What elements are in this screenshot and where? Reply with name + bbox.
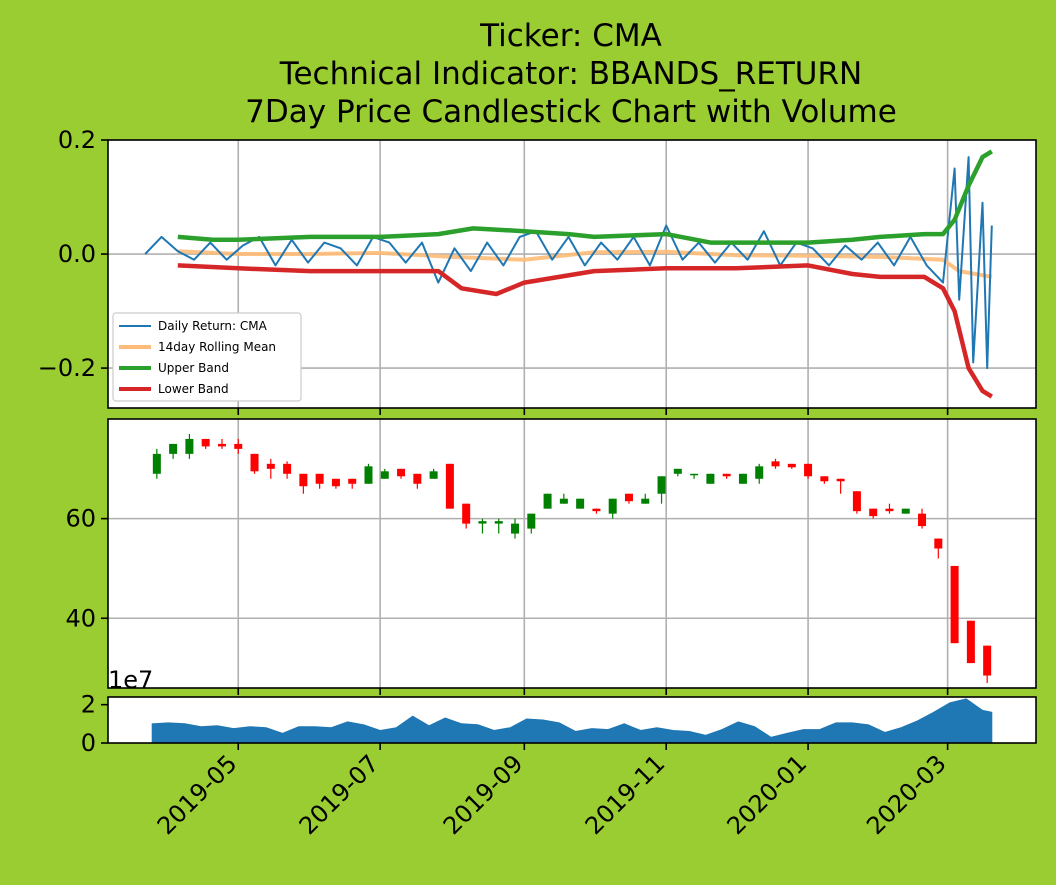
candle-body-up (380, 471, 389, 479)
candle-body-up (673, 468, 682, 474)
candle-body-down (283, 463, 292, 474)
chart-title-line-1: Ticker: CMA (479, 18, 662, 54)
candle-body-up (185, 438, 194, 454)
candle-body-up (576, 498, 585, 509)
candle-body-up (511, 523, 520, 534)
candle-body-down (885, 508, 894, 512)
x-tick-label: 2019-07 (294, 749, 385, 840)
series-line-rolling-mean (177, 249, 993, 279)
indicator-y-tick-label: −0.2 (38, 354, 96, 382)
candle-body-up (706, 473, 715, 484)
candle-body-down (592, 508, 601, 512)
candle-body-down (869, 508, 878, 517)
candle-body-down (966, 620, 975, 664)
candle-body-up (641, 498, 650, 504)
panel-1-frame (107, 418, 1037, 689)
candle-body-up (152, 453, 161, 474)
series-line-daily-return (144, 156, 993, 370)
candle-body-down (413, 473, 422, 484)
series-line-lower-band (177, 263, 993, 399)
price-y-tick-label: 40 (65, 604, 96, 632)
x-tick-label: 2019-05 (152, 749, 243, 840)
legend-box (112, 312, 302, 402)
candle-body-up (429, 471, 438, 479)
panel-2-frame (107, 696, 1037, 744)
candle-body-down (918, 513, 927, 527)
candle-body-down (201, 438, 210, 447)
x-tick-label: 2019-09 (438, 749, 529, 840)
volume-y-tick-label: 2 (81, 691, 96, 719)
legend-label-lower-band: Lower Band (158, 382, 229, 396)
candle-body-up (901, 508, 910, 514)
candle-body-up (527, 513, 536, 529)
candle-body-down (804, 463, 813, 477)
price-y-tick-label: 60 (65, 505, 96, 533)
candle-body-up (478, 521, 487, 524)
chart-layer: 2019-05 2019-07 2019-09 2019-11 2020-01 2020-… (38, 126, 1037, 840)
legend-label-rolling-mean: 14day Rolling Mean (158, 340, 276, 354)
candle-body-up (690, 473, 699, 476)
x-tick-label: 2020-01 (722, 749, 813, 840)
candle-body-down (331, 478, 340, 487)
candle-body-down (217, 443, 226, 447)
candle-body-up (755, 466, 764, 479)
candle-body-up (608, 498, 617, 514)
volume-offset-label: 1e7 (108, 666, 153, 694)
candle-body-down (462, 503, 471, 524)
candle-body-down (624, 493, 633, 502)
candle-body-down (299, 473, 308, 487)
indicator-y-tick-label: 0.2 (58, 126, 96, 154)
candle-body-down (348, 478, 357, 484)
candle-body-down (266, 463, 275, 469)
chart-title-line-3: 7Day Price Candlestick Chart with Volume (245, 94, 897, 130)
candle-body-down (836, 478, 845, 482)
panel-0-frame (107, 139, 1037, 409)
volume-y-tick-label: 0 (81, 729, 96, 757)
indicator-y-tick-label: 0.0 (58, 240, 96, 268)
candle-body-up (169, 443, 178, 454)
candle-body-down (787, 463, 796, 468)
candle-body-down (250, 453, 259, 472)
candle-body-up (543, 493, 552, 509)
candle-body-down (852, 491, 861, 512)
candle-body-down (950, 565, 959, 644)
candle-body-down (445, 463, 454, 509)
legend-label-daily-return: Daily Return: CMA (158, 319, 268, 333)
candle-body-down (771, 461, 780, 467)
candle-body-down (234, 443, 243, 449)
panel-1-background (108, 419, 1036, 688)
x-tick-label: 2019-11 (580, 749, 671, 840)
candle-body-up (494, 521, 503, 524)
candle-body-up (657, 476, 666, 494)
x-tick-label: 2020-03 (861, 749, 952, 840)
candle-body-down (983, 645, 992, 676)
series-line-upper-band (177, 149, 993, 245)
volume-area (151, 698, 993, 744)
chart-title-line-2: Technical Indicator: BBANDS_RETURN (279, 56, 862, 92)
candle-body-down (315, 473, 324, 484)
candle-body-down (397, 468, 406, 477)
candle-body-up (559, 498, 568, 504)
candle-body-down (820, 476, 829, 482)
candle-body-down (934, 538, 943, 549)
candle-body-down (722, 473, 731, 477)
candle-body-up (364, 466, 373, 484)
legend-label-upper-band: Upper Band (158, 361, 229, 375)
candle-body-up (738, 473, 747, 484)
